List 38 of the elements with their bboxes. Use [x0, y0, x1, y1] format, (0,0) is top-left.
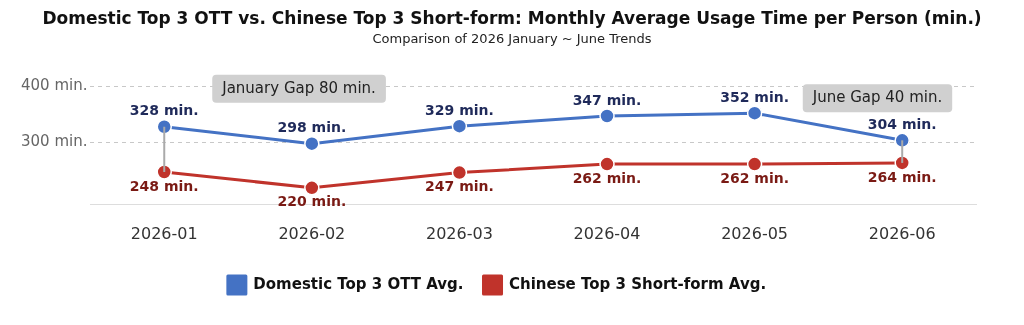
point	[746, 156, 763, 172]
data-label: 352 min.	[720, 88, 789, 105]
x-tick-label: 2026-04	[573, 223, 641, 243]
point	[451, 164, 468, 181]
data-label: 264 min.	[867, 168, 937, 185]
point	[746, 105, 763, 121]
point	[894, 155, 910, 171]
y-tick-label: 400 min.	[21, 75, 88, 94]
data-label: 248 min.	[129, 177, 199, 194]
x-tick-label: 2026-02	[278, 223, 346, 243]
legend-label: Domestic Top 3 OTT Avg.	[253, 274, 464, 293]
chart-subtitle: Comparison of 2026 January ~ June Trends	[371, 31, 653, 46]
annotation: January Gap 80 min.	[221, 78, 376, 97]
x-tick-label: 2026-03	[426, 223, 493, 243]
point	[599, 156, 615, 172]
point	[304, 135, 320, 152]
point	[451, 118, 468, 134]
annotation: June Gap 40 min.	[811, 88, 943, 107]
chart-title: Domestic Top 3 OTT vs. Chinese Top 3 Short-form: Monthly Average Usage Time per Person (min.)	[41, 8, 983, 28]
x-tick-label: 2026-05	[721, 223, 789, 243]
point	[304, 180, 320, 196]
data-label: 329 min.	[425, 101, 494, 118]
point	[156, 164, 172, 180]
data-label: 220 min.	[277, 193, 347, 210]
point	[599, 108, 615, 124]
point	[156, 118, 172, 135]
data-label: 262 min.	[720, 169, 789, 186]
data-label: 328 min.	[129, 102, 199, 119]
data-label: 262 min.	[572, 169, 642, 186]
data-label: 298 min.	[277, 119, 347, 136]
y-tick-label: 300 min.	[21, 132, 88, 151]
x-tick-label: 2026-06	[868, 223, 936, 243]
legend-label: Chinese Top 3 Short-form Avg.	[509, 274, 767, 293]
data-label: 247 min.	[425, 178, 494, 195]
data-label: 347 min.	[572, 91, 642, 108]
data-label: 304 min.	[867, 115, 937, 132]
point	[894, 132, 910, 149]
x-tick-label: 2026-01	[130, 223, 198, 243]
